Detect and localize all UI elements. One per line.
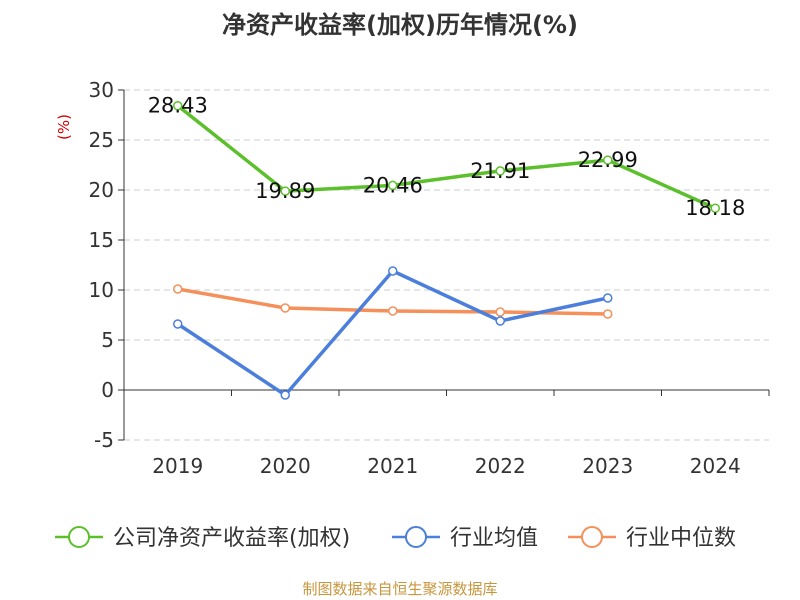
- y-tick-label: 10: [89, 278, 114, 302]
- x-tick-label: 2021: [367, 454, 418, 478]
- x-tick-label: 2022: [475, 454, 526, 478]
- data-point[interactable]: [173, 319, 183, 329]
- data-point[interactable]: [603, 309, 613, 319]
- x-tick-label: 2020: [260, 454, 311, 478]
- data-point[interactable]: [280, 303, 290, 313]
- legend[interactable]: 公司净资产收益率(加权) 行业均值 行业中位数: [55, 526, 736, 551]
- y-tick-label: 15: [89, 228, 114, 252]
- series-1: [173, 266, 613, 400]
- data-labels: 28.43 19.89 20.46 21.91 22.99 18.18: [148, 94, 746, 221]
- y-tick-label: 0: [101, 378, 114, 402]
- y-axis-label: (%): [55, 114, 73, 140]
- data-point[interactable]: [710, 203, 720, 213]
- series-lines: [173, 100, 720, 400]
- data-label: 22.99: [578, 148, 638, 172]
- x-tick-label: 2019: [152, 454, 203, 478]
- data-point[interactable]: [280, 390, 290, 400]
- legend-label: 行业均值: [450, 526, 538, 551]
- legend-item-0[interactable]: 公司净资产收益率(加权): [55, 526, 350, 551]
- axes: 30 25 20 15 10 5 0 -5 2019 2020 2021 2022 2023 2024: [89, 78, 770, 478]
- data-label: 18.18: [685, 196, 745, 220]
- data-point[interactable]: [495, 316, 505, 326]
- y-tick-label: -5: [94, 428, 114, 452]
- y-tick-label: 5: [101, 328, 114, 352]
- data-label: 19.89: [255, 179, 315, 203]
- legend-item-1[interactable]: 行业均值: [392, 526, 538, 551]
- data-point[interactable]: [388, 266, 398, 276]
- data-label: 28.43: [148, 94, 208, 118]
- y-tick-label: 20: [89, 178, 114, 202]
- data-point[interactable]: [495, 307, 505, 317]
- data-point[interactable]: [495, 166, 505, 176]
- legend-marker-icon: [68, 526, 90, 548]
- legend-label: 公司净资产收益率(加权): [113, 526, 350, 551]
- data-point[interactable]: [173, 100, 183, 111]
- legend-label: 行业中位数: [626, 526, 736, 551]
- data-point[interactable]: [388, 306, 398, 316]
- y-tick-label: 25: [89, 128, 114, 152]
- legend-marker-icon: [581, 526, 603, 548]
- data-point[interactable]: [173, 284, 183, 294]
- source-note: 制图数据来自恒生聚源数据库: [302, 580, 497, 598]
- chart-title: 净资产收益率(加权)历年情况(%): [222, 11, 578, 39]
- x-tick-label: 2024: [690, 454, 741, 478]
- data-point[interactable]: [603, 155, 613, 165]
- x-tick-label: 2023: [582, 454, 633, 478]
- series-line: [176, 269, 609, 397]
- series-0: [173, 100, 720, 213]
- data-point[interactable]: [603, 293, 613, 303]
- data-point[interactable]: [388, 180, 398, 191]
- data-label: 20.46: [363, 173, 423, 197]
- series-line: [176, 104, 716, 210]
- grid-lines: [124, 89, 769, 441]
- legend-item-2[interactable]: 行业中位数: [568, 526, 736, 551]
- legend-marker-icon: [405, 526, 427, 548]
- data-label: 21.91: [470, 159, 530, 183]
- y-tick-label: 30: [89, 78, 114, 102]
- data-point[interactable]: [280, 186, 290, 196]
